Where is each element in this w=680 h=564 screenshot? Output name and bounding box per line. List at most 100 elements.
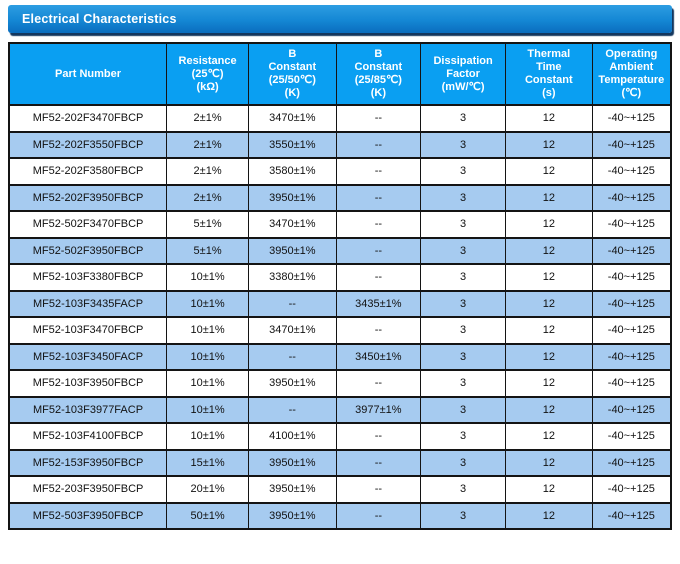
table-cell-dissipation_factor: 3 bbox=[420, 369, 506, 398]
table-cell-dissipation_factor: 3 bbox=[420, 501, 506, 530]
header-row: Part Number Resistance (25℃) (kΩ) B Consta… bbox=[8, 43, 672, 106]
table-cell-b_constant_25_85: -- bbox=[335, 448, 422, 477]
table-cell-b_constant_25_85: -- bbox=[335, 130, 422, 159]
part-number-cell: MF52-103F3950FBCP bbox=[8, 369, 168, 398]
table-cell-b_constant_25_85: -- bbox=[335, 316, 422, 345]
table-cell-resistance: 10±1% bbox=[166, 342, 250, 371]
table-cell-b_constant_25_50: 4100±1% bbox=[248, 422, 337, 451]
part-number-cell: MF52-202F3580FBCP bbox=[8, 157, 168, 186]
column-header-b_constant_25_50: B Constant (25/50℃) (K) bbox=[248, 43, 337, 106]
table-row: MF52-153F3950FBCP 15±1% 3950±1% -- 3 12 -40~+1… bbox=[8, 448, 672, 477]
column-header-dissipation_factor: Dissipation Factor (mW/℃) bbox=[420, 43, 506, 106]
table-cell-thermal_time_constant: 12 bbox=[504, 369, 593, 398]
table-cell-thermal_time_constant: 12 bbox=[504, 475, 593, 504]
table-cell-dissipation_factor: 3 bbox=[420, 183, 506, 212]
table-cell-dissipation_factor: 3 bbox=[420, 130, 506, 159]
table-cell-b_constant_25_50: -- bbox=[248, 289, 337, 318]
table-cell-thermal_time_constant: 12 bbox=[504, 289, 593, 318]
table-cell-dissipation_factor: 3 bbox=[420, 422, 506, 451]
table-cell-resistance: 2±1% bbox=[166, 130, 250, 159]
part-number-cell: MF52-202F3470FBCP bbox=[8, 104, 168, 133]
table-cell-operating_ambient_temperature: -40~+125 bbox=[591, 236, 672, 265]
table-cell-operating_ambient_temperature: -40~+125 bbox=[591, 157, 672, 186]
table-cell-dissipation_factor: 3 bbox=[420, 210, 506, 239]
table-cell-operating_ambient_temperature: -40~+125 bbox=[591, 422, 672, 451]
table-cell-dissipation_factor: 3 bbox=[420, 263, 506, 292]
table-cell-b_constant_25_50: 3380±1% bbox=[248, 263, 337, 292]
table-cell-thermal_time_constant: 12 bbox=[504, 130, 593, 159]
table-cell-b_constant_25_50: 3950±1% bbox=[248, 448, 337, 477]
column-header-part_number: Part Number bbox=[8, 43, 168, 106]
part-number-cell: MF52-103F3380FBCP bbox=[8, 263, 168, 292]
table-cell-operating_ambient_temperature: -40~+125 bbox=[591, 501, 672, 530]
table-cell-operating_ambient_temperature: -40~+125 bbox=[591, 130, 672, 159]
table-cell-b_constant_25_85: -- bbox=[335, 369, 422, 398]
column-header-operating_ambient_temperature: Operating Ambient Temperature (℃) bbox=[591, 43, 672, 106]
table-row: MF52-103F3380FBCP 10±1% 3380±1% -- 3 12 -40~+1… bbox=[8, 263, 672, 292]
table-row: MF52-103F3977FACP 10±1% -- 3977±1% 3 12 -40~+1… bbox=[8, 395, 672, 424]
table-cell-resistance: 10±1% bbox=[166, 369, 250, 398]
part-number-cell: MF52-103F3450FACP bbox=[8, 342, 168, 371]
table-cell-b_constant_25_50: 3950±1% bbox=[248, 183, 337, 212]
part-number-cell: MF52-502F3470FBCP bbox=[8, 210, 168, 239]
table-cell-operating_ambient_temperature: -40~+125 bbox=[591, 316, 672, 345]
part-number-cell: MF52-503F3950FBCP bbox=[8, 501, 168, 530]
part-number-cell: MF52-103F4100FBCP bbox=[8, 422, 168, 451]
table-cell-b_constant_25_85: -- bbox=[335, 236, 422, 265]
table-cell-resistance: 2±1% bbox=[166, 104, 250, 133]
table-cell-resistance: 2±1% bbox=[166, 183, 250, 212]
table-cell-b_constant_25_85: 3977±1% bbox=[335, 395, 422, 424]
table-cell-resistance: 10±1% bbox=[166, 263, 250, 292]
table-row: MF52-103F3435FACP 10±1% -- 3435±1% 3 12 -40~+1… bbox=[8, 289, 672, 318]
table-cell-b_constant_25_85: -- bbox=[335, 263, 422, 292]
part-number-cell: MF52-103F3977FACP bbox=[8, 395, 168, 424]
table-row: MF52-503F3950FBCP 50±1% 3950±1% -- 3 12 -40~+1… bbox=[8, 501, 672, 530]
table-cell-b_constant_25_50: -- bbox=[248, 395, 337, 424]
table-cell-operating_ambient_temperature: -40~+125 bbox=[591, 448, 672, 477]
table-cell-thermal_time_constant: 12 bbox=[504, 316, 593, 345]
table-cell-operating_ambient_temperature: -40~+125 bbox=[591, 210, 672, 239]
part-number-cell: MF52-202F3550FBCP bbox=[8, 130, 168, 159]
table-cell-b_constant_25_50: 3950±1% bbox=[248, 236, 337, 265]
table-row: MF52-202F3580FBCP 2±1% 3580±1% -- 3 12 -40~+12… bbox=[8, 157, 672, 186]
part-number-cell: MF52-202F3950FBCP bbox=[8, 183, 168, 212]
table-cell-thermal_time_constant: 12 bbox=[504, 263, 593, 292]
table-cell-thermal_time_constant: 12 bbox=[504, 501, 593, 530]
table-cell-operating_ambient_temperature: -40~+125 bbox=[591, 342, 672, 371]
table-row: MF52-103F3950FBCP 10±1% 3950±1% -- 3 12 -40~+1… bbox=[8, 369, 672, 398]
table-cell-b_constant_25_50: 3580±1% bbox=[248, 157, 337, 186]
table-cell-thermal_time_constant: 12 bbox=[504, 183, 593, 212]
table-cell-resistance: 10±1% bbox=[166, 422, 250, 451]
table-cell-resistance: 50±1% bbox=[166, 501, 250, 530]
table-cell-thermal_time_constant: 12 bbox=[504, 210, 593, 239]
column-header-thermal_time_constant: Thermal Time Constant (s) bbox=[504, 43, 593, 106]
section-title: Electrical Characteristics bbox=[22, 12, 177, 26]
table-cell-resistance: 15±1% bbox=[166, 448, 250, 477]
table-body: MF52-202F3470FBCP 2±1% 3470±1% -- 3 12 -40~+12… bbox=[8, 104, 672, 530]
table-cell-resistance: 5±1% bbox=[166, 236, 250, 265]
table-cell-thermal_time_constant: 12 bbox=[504, 157, 593, 186]
table-cell-b_constant_25_50: 3550±1% bbox=[248, 130, 337, 159]
table-cell-b_constant_25_85: 3435±1% bbox=[335, 289, 422, 318]
table-row: MF52-202F3470FBCP 2±1% 3470±1% -- 3 12 -40~+12… bbox=[8, 104, 672, 133]
table-cell-thermal_time_constant: 12 bbox=[504, 342, 593, 371]
table-cell-b_constant_25_85: -- bbox=[335, 183, 422, 212]
table-cell-b_constant_25_85: -- bbox=[335, 422, 422, 451]
table-cell-resistance: 5±1% bbox=[166, 210, 250, 239]
table-cell-operating_ambient_temperature: -40~+125 bbox=[591, 369, 672, 398]
table-cell-dissipation_factor: 3 bbox=[420, 316, 506, 345]
table-cell-resistance: 2±1% bbox=[166, 157, 250, 186]
table-cell-thermal_time_constant: 12 bbox=[504, 422, 593, 451]
table-cell-resistance: 10±1% bbox=[166, 395, 250, 424]
table-row: MF52-103F3450FACP 10±1% -- 3450±1% 3 12 -40~+1… bbox=[8, 342, 672, 371]
table-row: MF52-502F3470FBCP 5±1% 3470±1% -- 3 12 -40~+12… bbox=[8, 210, 672, 239]
table-cell-thermal_time_constant: 12 bbox=[504, 236, 593, 265]
table-cell-dissipation_factor: 3 bbox=[420, 448, 506, 477]
table-cell-b_constant_25_85: -- bbox=[335, 210, 422, 239]
part-number-cell: MF52-502F3950FBCP bbox=[8, 236, 168, 265]
table-cell-dissipation_factor: 3 bbox=[420, 236, 506, 265]
table-cell-b_constant_25_50: 3950±1% bbox=[248, 475, 337, 504]
column-header-b_constant_25_85: B Constant (25/85℃) (K) bbox=[335, 43, 422, 106]
table-cell-dissipation_factor: 3 bbox=[420, 395, 506, 424]
table-cell-operating_ambient_temperature: -40~+125 bbox=[591, 104, 672, 133]
